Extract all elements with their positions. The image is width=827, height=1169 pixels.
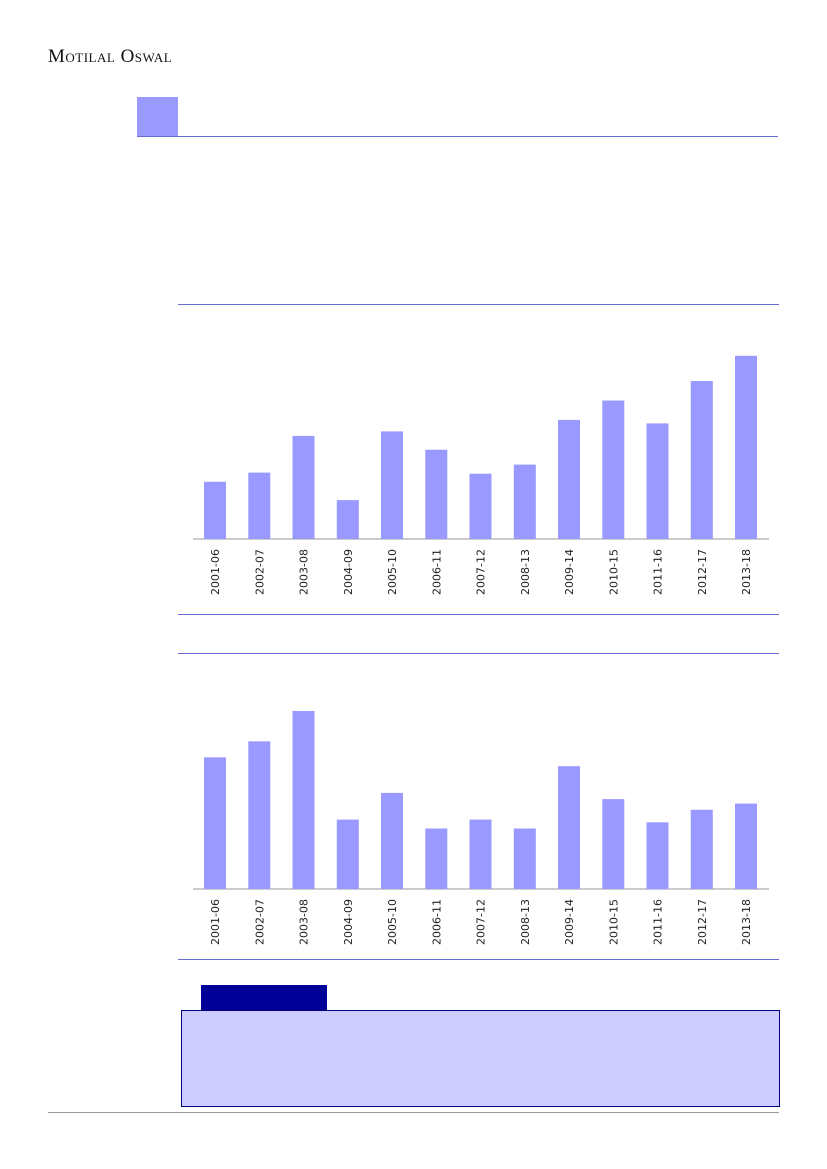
bar-2012-17 bbox=[690, 381, 713, 539]
bar-2003-08 bbox=[292, 435, 315, 539]
x-tick-label: 2011-16 bbox=[652, 899, 665, 945]
bar-2002-07 bbox=[248, 741, 271, 889]
bar-2011-16 bbox=[646, 423, 669, 539]
x-tick-label: 2002-07 bbox=[253, 549, 266, 595]
chart-1-bottom-rule bbox=[178, 614, 779, 615]
bar-2010-15 bbox=[602, 400, 625, 539]
footer-rule bbox=[48, 1112, 779, 1113]
bar-2008-13 bbox=[513, 464, 536, 539]
bar-2007-12 bbox=[469, 473, 492, 539]
x-tick-label: 2010-15 bbox=[607, 549, 620, 595]
x-tick-label: 2008-13 bbox=[519, 899, 532, 945]
bar-2012-17 bbox=[690, 809, 713, 889]
x-tick-label: 2005-10 bbox=[386, 899, 399, 945]
x-tick-label: 2005-10 bbox=[386, 549, 399, 595]
chart-1: 2001-06 2002-07 2003-08 2004-09 2005-10 2006-… bbox=[193, 355, 769, 595]
x-tick-label: 2001-06 bbox=[209, 899, 222, 945]
bar-2013-18 bbox=[735, 355, 757, 539]
section-marker bbox=[137, 97, 178, 137]
chart-2-top-rule bbox=[178, 653, 779, 654]
note-tab bbox=[201, 985, 327, 1010]
x-tick-label: 2010-15 bbox=[607, 899, 620, 945]
note-box bbox=[181, 1010, 780, 1107]
bar-2004-09 bbox=[336, 819, 359, 889]
brand-logo: Motilal Oswal bbox=[48, 46, 173, 67]
x-tick-label: 2013-18 bbox=[740, 899, 753, 945]
bar-2002-07 bbox=[248, 472, 271, 539]
x-tick-label: 2006-11 bbox=[430, 899, 443, 945]
bar-2007-12 bbox=[469, 819, 492, 889]
x-tick-label: 2004-09 bbox=[342, 899, 355, 945]
chart-2-bottom-rule bbox=[178, 959, 779, 960]
x-tick-label: 2012-17 bbox=[696, 899, 709, 945]
x-tick-label: 2013-18 bbox=[740, 549, 753, 595]
x-tick-label: 2011-16 bbox=[652, 549, 665, 595]
x-tick-label: 2001-06 bbox=[209, 549, 222, 595]
bar-2005-10 bbox=[381, 792, 403, 889]
x-tick-label: 2009-14 bbox=[563, 899, 576, 945]
bar-2005-10 bbox=[381, 431, 403, 539]
x-tick-label: 2012-17 bbox=[696, 549, 709, 595]
bar-2009-14 bbox=[558, 419, 580, 539]
bar-2001-06 bbox=[204, 481, 226, 540]
x-tick-label: 2006-11 bbox=[430, 549, 443, 595]
x-tick-label: 2007-12 bbox=[475, 549, 488, 595]
x-tick-label: 2004-09 bbox=[342, 549, 355, 595]
bar-2006-11 bbox=[425, 828, 448, 889]
bar-2006-11 bbox=[425, 449, 448, 539]
x-tick-label: 2009-14 bbox=[563, 549, 576, 595]
bar-2013-18 bbox=[735, 803, 757, 889]
bar-2011-16 bbox=[646, 822, 669, 890]
x-tick-label: 2003-08 bbox=[298, 549, 311, 595]
chart-2: 2001-06 2002-07 2003-08 2004-09 2005-10 2006-… bbox=[193, 711, 769, 945]
bar-2010-15 bbox=[602, 799, 625, 889]
x-tick-label: 2003-08 bbox=[298, 899, 311, 945]
bar-2003-08 bbox=[292, 711, 315, 889]
x-tick-label: 2008-13 bbox=[519, 549, 532, 595]
chart-1-top-rule bbox=[178, 304, 779, 305]
bar-2009-14 bbox=[558, 766, 580, 889]
bar-2004-09 bbox=[336, 500, 359, 539]
section-rule bbox=[137, 136, 778, 137]
bar-2008-13 bbox=[513, 828, 536, 889]
x-tick-label: 2002-07 bbox=[253, 899, 266, 945]
bar-2001-06 bbox=[204, 757, 226, 889]
x-tick-label: 2007-12 bbox=[475, 899, 488, 945]
